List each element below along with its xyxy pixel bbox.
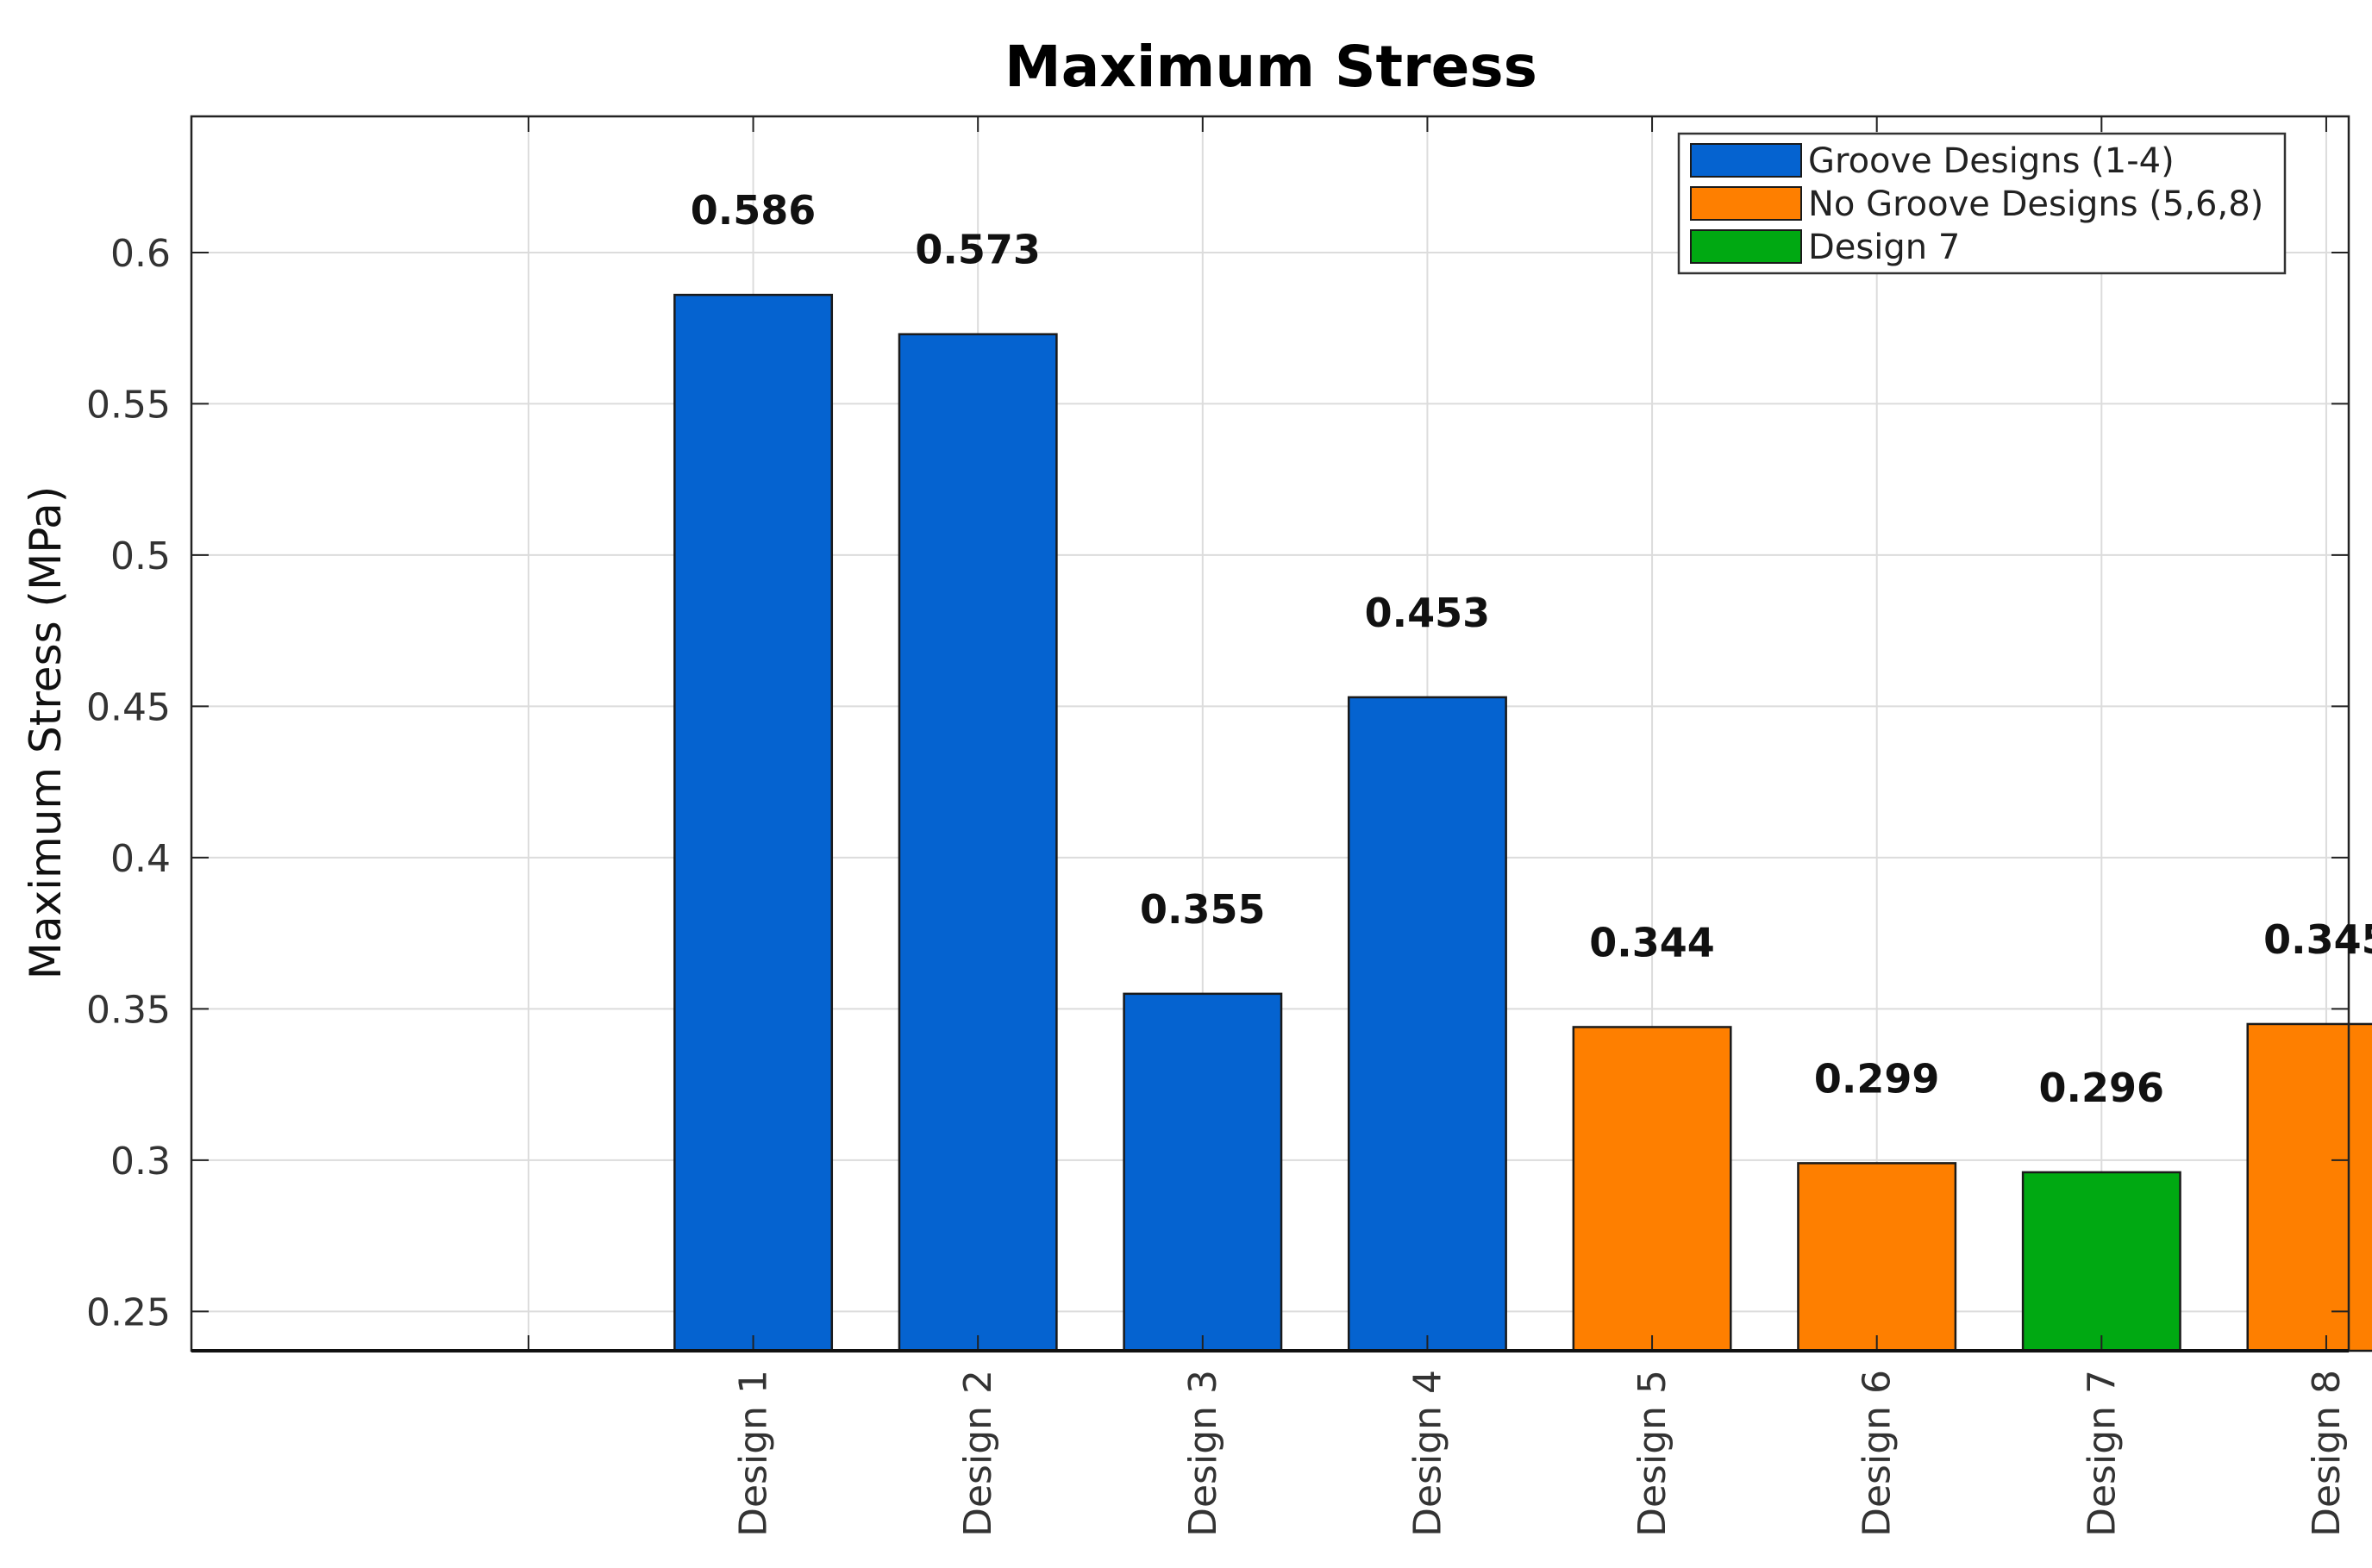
bar-design-3 <box>1123 992 1283 1352</box>
data-label-design-6: 0.299 <box>1814 1055 1940 1102</box>
x-tick-label-design-4: Design 4 <box>1405 1370 1449 1537</box>
chart-title: Maximum Stress <box>1005 34 1537 100</box>
y-tick-label: 0.35 <box>86 988 171 1032</box>
legend-label-2: No Groove Designs (5,6,8) <box>1808 184 2263 224</box>
legend-swatch-2 <box>1690 186 1802 221</box>
legend-swatch-1 <box>1690 143 1802 178</box>
y-tick-label: 0.5 <box>110 534 171 578</box>
data-label-design-2: 0.573 <box>915 227 1041 273</box>
y-tick-label: 0.3 <box>110 1140 171 1184</box>
data-label-design-7: 0.296 <box>2039 1065 2165 1111</box>
bar-design-6 <box>1797 1162 1957 1352</box>
data-label-design-5: 0.344 <box>1589 919 1715 965</box>
y-axis-title: Maximum Stress (MPa) <box>21 486 71 980</box>
legend-swatch-3 <box>1690 229 1802 264</box>
legend: Groove Designs (1-4)No Groove Designs (5… <box>1677 132 2287 275</box>
bar-design-8 <box>2246 1022 2372 1352</box>
legend-label-3: Design 7 <box>1808 228 1960 267</box>
bar-design-1 <box>673 293 834 1352</box>
data-label-design-1: 0.586 <box>691 187 817 234</box>
bar-design-5 <box>1572 1026 1732 1352</box>
y-tick-label: 0.45 <box>86 685 171 729</box>
bar-design-7 <box>2021 1171 2181 1352</box>
data-label-design-3: 0.355 <box>1140 886 1266 933</box>
x-tick-label-design-6: Design 6 <box>1856 1370 1899 1537</box>
x-tick-label-design-8: Design 8 <box>2305 1370 2349 1537</box>
y-tick-label: 0.4 <box>110 837 171 881</box>
data-label-design-4: 0.453 <box>1365 590 1491 636</box>
x-tick-label-design-1: Design 1 <box>732 1370 776 1537</box>
x-tick-label-design-7: Design 7 <box>2080 1370 2124 1537</box>
bar-design-4 <box>1347 696 1507 1352</box>
bar-design-2 <box>898 333 1058 1352</box>
axes-layer <box>190 115 2350 1352</box>
x-tick-label-design-2: Design 2 <box>956 1370 1000 1537</box>
y-tick-label: 0.25 <box>86 1290 171 1334</box>
x-tick-label-design-3: Design 3 <box>1181 1370 1225 1537</box>
y-tick-label: 0.6 <box>110 232 171 276</box>
x-tick-label-design-5: Design 5 <box>1630 1370 1674 1537</box>
y-tick-label: 0.55 <box>86 383 171 427</box>
bar-layer <box>673 293 2372 1352</box>
data-label-design-8: 0.345 <box>2263 916 2372 963</box>
legend-label-1: Groove Designs (1-4) <box>1808 141 2175 181</box>
label-layer: 0.25 0.3 0.35 0.4 0.45 0.5 0.55 0.6 0.586 Design … <box>86 187 2372 1537</box>
